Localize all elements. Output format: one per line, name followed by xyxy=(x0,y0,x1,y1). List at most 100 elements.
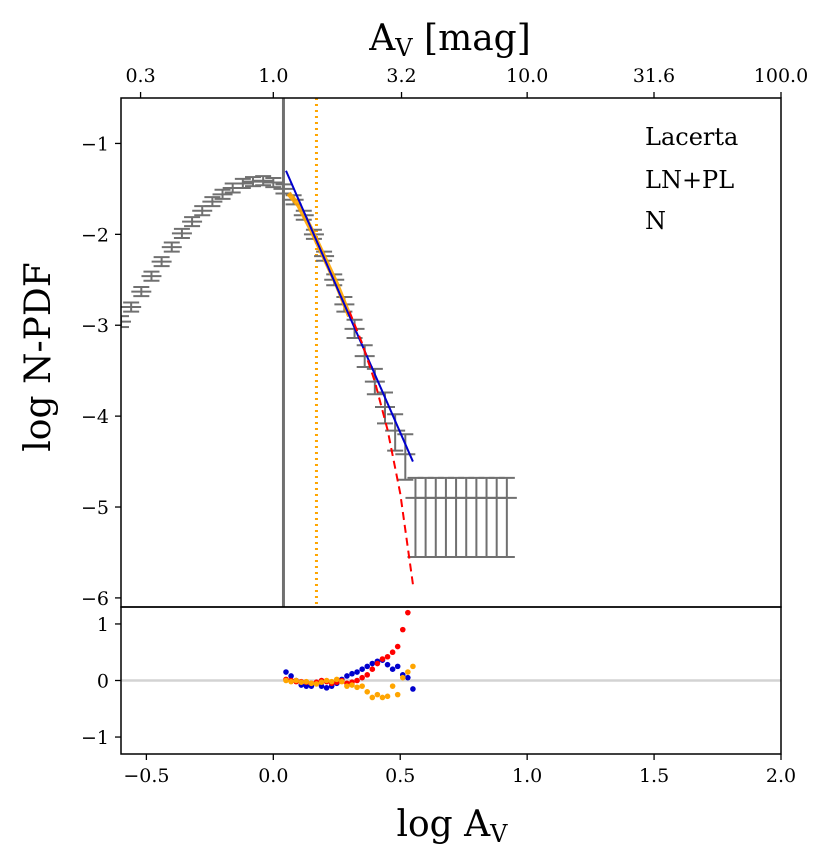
residual-point xyxy=(405,609,411,616)
x-tick-label: 1.0 xyxy=(512,765,542,787)
residual-point xyxy=(399,674,406,681)
residual-point xyxy=(323,677,330,684)
residual-point xyxy=(288,678,294,685)
npdf-data-point xyxy=(435,476,456,559)
residual-point xyxy=(369,660,376,667)
residual-point xyxy=(359,666,365,672)
npdf-data-point xyxy=(232,177,253,189)
npdf-data-point xyxy=(466,476,487,559)
residual-y-tick-label: 1 xyxy=(97,614,109,636)
residual-point xyxy=(344,683,350,689)
residual-point xyxy=(379,656,386,662)
top-tick-label: 0.3 xyxy=(125,65,155,87)
npdf-data-point xyxy=(456,476,477,559)
y-tick-label: −2 xyxy=(81,224,109,246)
top-tick-label: 3.2 xyxy=(386,65,416,87)
residual-point xyxy=(298,679,305,685)
npdf-data-point xyxy=(182,216,203,228)
npdf-data-point xyxy=(212,188,233,200)
residual-point xyxy=(283,677,289,684)
npdf-data-point xyxy=(192,205,213,217)
residual-point xyxy=(374,691,381,698)
npdf-data-point xyxy=(121,315,131,329)
top-tick-label: 100.0 xyxy=(754,65,808,87)
series-2-line xyxy=(285,170,414,462)
residual-point xyxy=(369,666,376,672)
annotation-region: Lacerta xyxy=(645,123,738,151)
top-tick-label: 31.6 xyxy=(633,65,675,87)
residual-point xyxy=(313,681,320,687)
npdf-data-point xyxy=(151,256,172,268)
top-axis-title: AV [mag] xyxy=(368,18,531,62)
npdf-data-point xyxy=(121,301,142,313)
y-tick-label: −6 xyxy=(81,588,109,610)
series-3-line xyxy=(348,311,414,585)
residual-y-tick-label: 0 xyxy=(97,671,109,693)
residual-point xyxy=(374,660,381,667)
x-tick-label: 0.0 xyxy=(258,765,288,787)
residual-point xyxy=(349,682,355,688)
top-tick-label: 1.0 xyxy=(258,65,288,87)
residual-point xyxy=(354,684,360,691)
residual-point xyxy=(308,680,315,687)
residual-point xyxy=(293,677,299,684)
x-tick-label: 2.0 xyxy=(766,765,796,787)
npdf-data-point xyxy=(171,227,192,239)
residual-point xyxy=(354,677,360,684)
residual-point xyxy=(410,663,416,670)
npdf-data-point xyxy=(161,241,182,253)
npdf-data-point xyxy=(476,476,497,559)
npdf-data-point xyxy=(486,476,507,559)
residual-point xyxy=(364,689,371,695)
residual-point xyxy=(318,679,325,685)
y-axis-title: log N-PDF xyxy=(18,262,59,451)
x-tick-label: −0.5 xyxy=(123,765,169,787)
residual-point xyxy=(410,686,416,692)
npdf-data-point xyxy=(415,476,436,559)
x-tick-label: 0.5 xyxy=(385,765,415,787)
residual-point xyxy=(349,670,355,677)
residual-point xyxy=(339,678,345,685)
npdf-data-point xyxy=(395,433,416,481)
npdf-data-series xyxy=(121,175,517,559)
y-tick-label: −3 xyxy=(81,315,109,337)
residual-point xyxy=(405,674,411,681)
npdf-data-point xyxy=(425,476,446,559)
residual-point xyxy=(303,683,310,689)
residual-point xyxy=(389,666,396,672)
residual-point xyxy=(303,678,310,685)
x-tick-label: 1.5 xyxy=(639,765,669,787)
residual-point xyxy=(384,661,391,668)
residual-point xyxy=(318,683,325,689)
annotation-model: LN+PL xyxy=(645,166,734,194)
residual-point xyxy=(344,673,350,679)
annotation-fit-type: N xyxy=(645,207,666,235)
npdf-data-point xyxy=(253,175,274,187)
npdf-data-point xyxy=(202,196,223,208)
residual-point xyxy=(384,693,391,700)
residual-point xyxy=(333,676,340,683)
npdf-data-point xyxy=(446,476,467,559)
residual-point xyxy=(405,669,411,675)
npdf-data-point xyxy=(263,176,284,189)
residual-series-2 xyxy=(283,663,416,701)
residual-point xyxy=(283,669,289,675)
residual-point xyxy=(384,653,391,660)
npdf-data-point xyxy=(141,270,162,282)
residual-point xyxy=(328,678,335,685)
series-1-line xyxy=(286,191,352,318)
residual-point xyxy=(394,643,401,650)
top-tick-label: 10.0 xyxy=(506,65,548,87)
y-tick-label: −4 xyxy=(81,406,109,428)
residual-point xyxy=(394,663,401,670)
residual-point xyxy=(288,673,294,679)
residual-y-tick-label: −1 xyxy=(81,727,109,749)
residual-point xyxy=(399,626,406,633)
residual-point xyxy=(389,649,396,656)
residual-point xyxy=(359,683,365,689)
y-tick-label: −1 xyxy=(81,133,109,155)
residual-point xyxy=(354,669,360,675)
residual-point xyxy=(394,691,401,698)
npdf-data-point xyxy=(131,286,152,298)
